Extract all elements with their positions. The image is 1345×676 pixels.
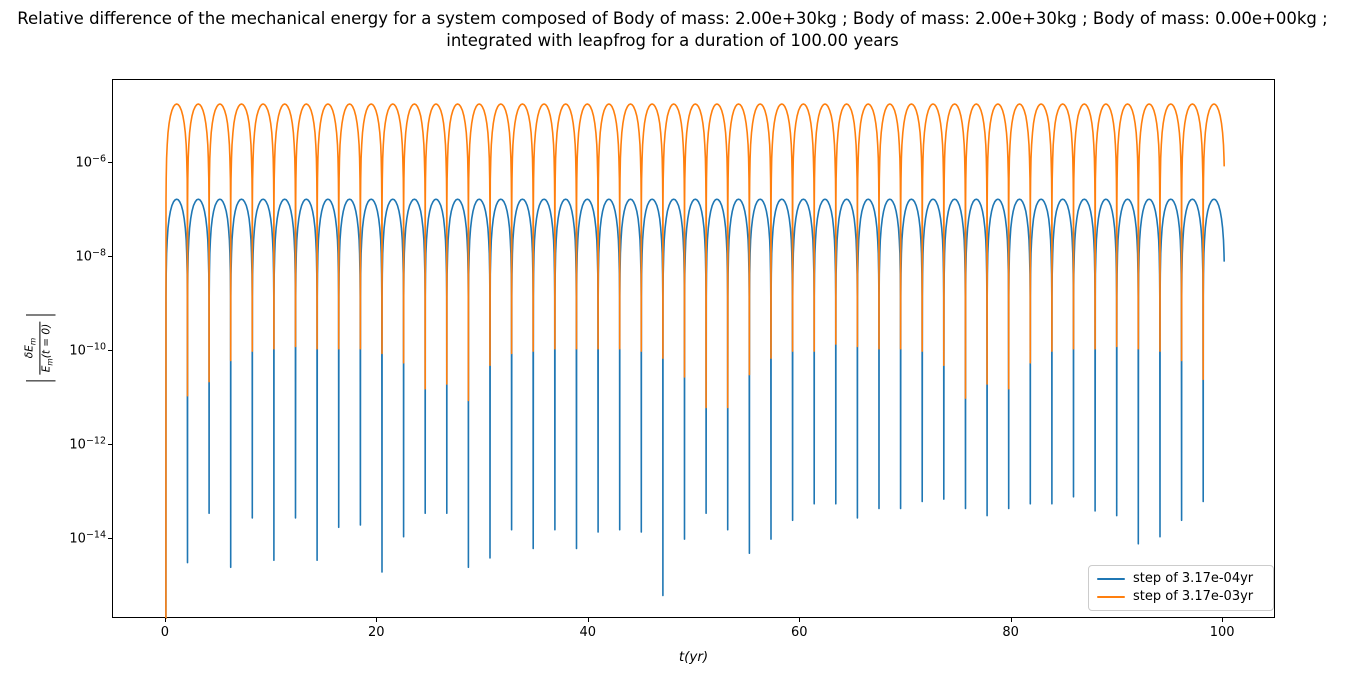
y-tick-label: 10−8 (75, 247, 106, 265)
x-tick-label: 80 (1002, 625, 1019, 640)
series-line-0 (165, 198, 1225, 619)
y-tick-mark (108, 538, 112, 540)
y-tick-label: 10−14 (69, 529, 106, 547)
x-tick-mark (164, 618, 166, 622)
x-tick-mark (376, 618, 378, 622)
y-tick-label: 10−6 (75, 153, 106, 171)
y-tick-mark (108, 162, 112, 164)
abs-bar-left: | (23, 377, 57, 385)
x-tick-label: 40 (579, 625, 597, 640)
x-tick-label: 0 (160, 625, 169, 640)
legend: step of 3.17e-04yr step of 3.17e-03yr (1088, 565, 1274, 611)
plot-area (112, 79, 1275, 619)
ylabel-numerator: δEm (23, 337, 38, 359)
x-tick-label: 100 (1209, 625, 1235, 640)
x-tick-mark (1010, 618, 1012, 622)
legend-line-sample-blue (1097, 578, 1125, 580)
chart-title-line1: Relative difference of the mechanical en… (17, 9, 1328, 28)
y-tick-mark (108, 256, 112, 258)
x-tick-mark (799, 618, 801, 622)
legend-line-sample-orange (1097, 596, 1125, 598)
y-axis-label-fraction: | δEm Em(t = 0) | (23, 310, 57, 385)
y-tick-mark (108, 350, 112, 352)
y-axis-label: | δEm Em(t = 0) | (14, 311, 66, 384)
x-tick-mark (1222, 618, 1224, 622)
x-tick-label: 20 (368, 625, 385, 640)
legend-label: step of 3.17e-04yr (1133, 571, 1254, 586)
x-tick-label: 60 (790, 625, 808, 640)
ylabel-fraction: δEm Em(t = 0) (23, 321, 57, 375)
legend-entry-step-317e-03: step of 3.17e-03yr (1097, 590, 1273, 604)
y-tick-label: 10−10 (69, 341, 106, 359)
series-line-1 (165, 103, 1225, 619)
ylabel-denominator: Em(t = 0) (39, 321, 57, 375)
x-axis-label: t(yr) (678, 649, 709, 665)
y-tick-mark (108, 444, 112, 446)
y-tick-label: 10−12 (69, 435, 106, 453)
x-tick-mark (587, 618, 589, 622)
abs-bar-right: | (23, 311, 57, 319)
chart-title: Relative difference of the mechanical en… (0, 8, 1345, 52)
legend-entry-step-317e-04: step of 3.17e-04yr (1097, 572, 1273, 586)
legend-label: step of 3.17e-03yr (1133, 589, 1254, 604)
plot-canvas (165, 103, 1225, 619)
chart-title-line2: integrated with leapfrog for a duration … (446, 31, 899, 50)
